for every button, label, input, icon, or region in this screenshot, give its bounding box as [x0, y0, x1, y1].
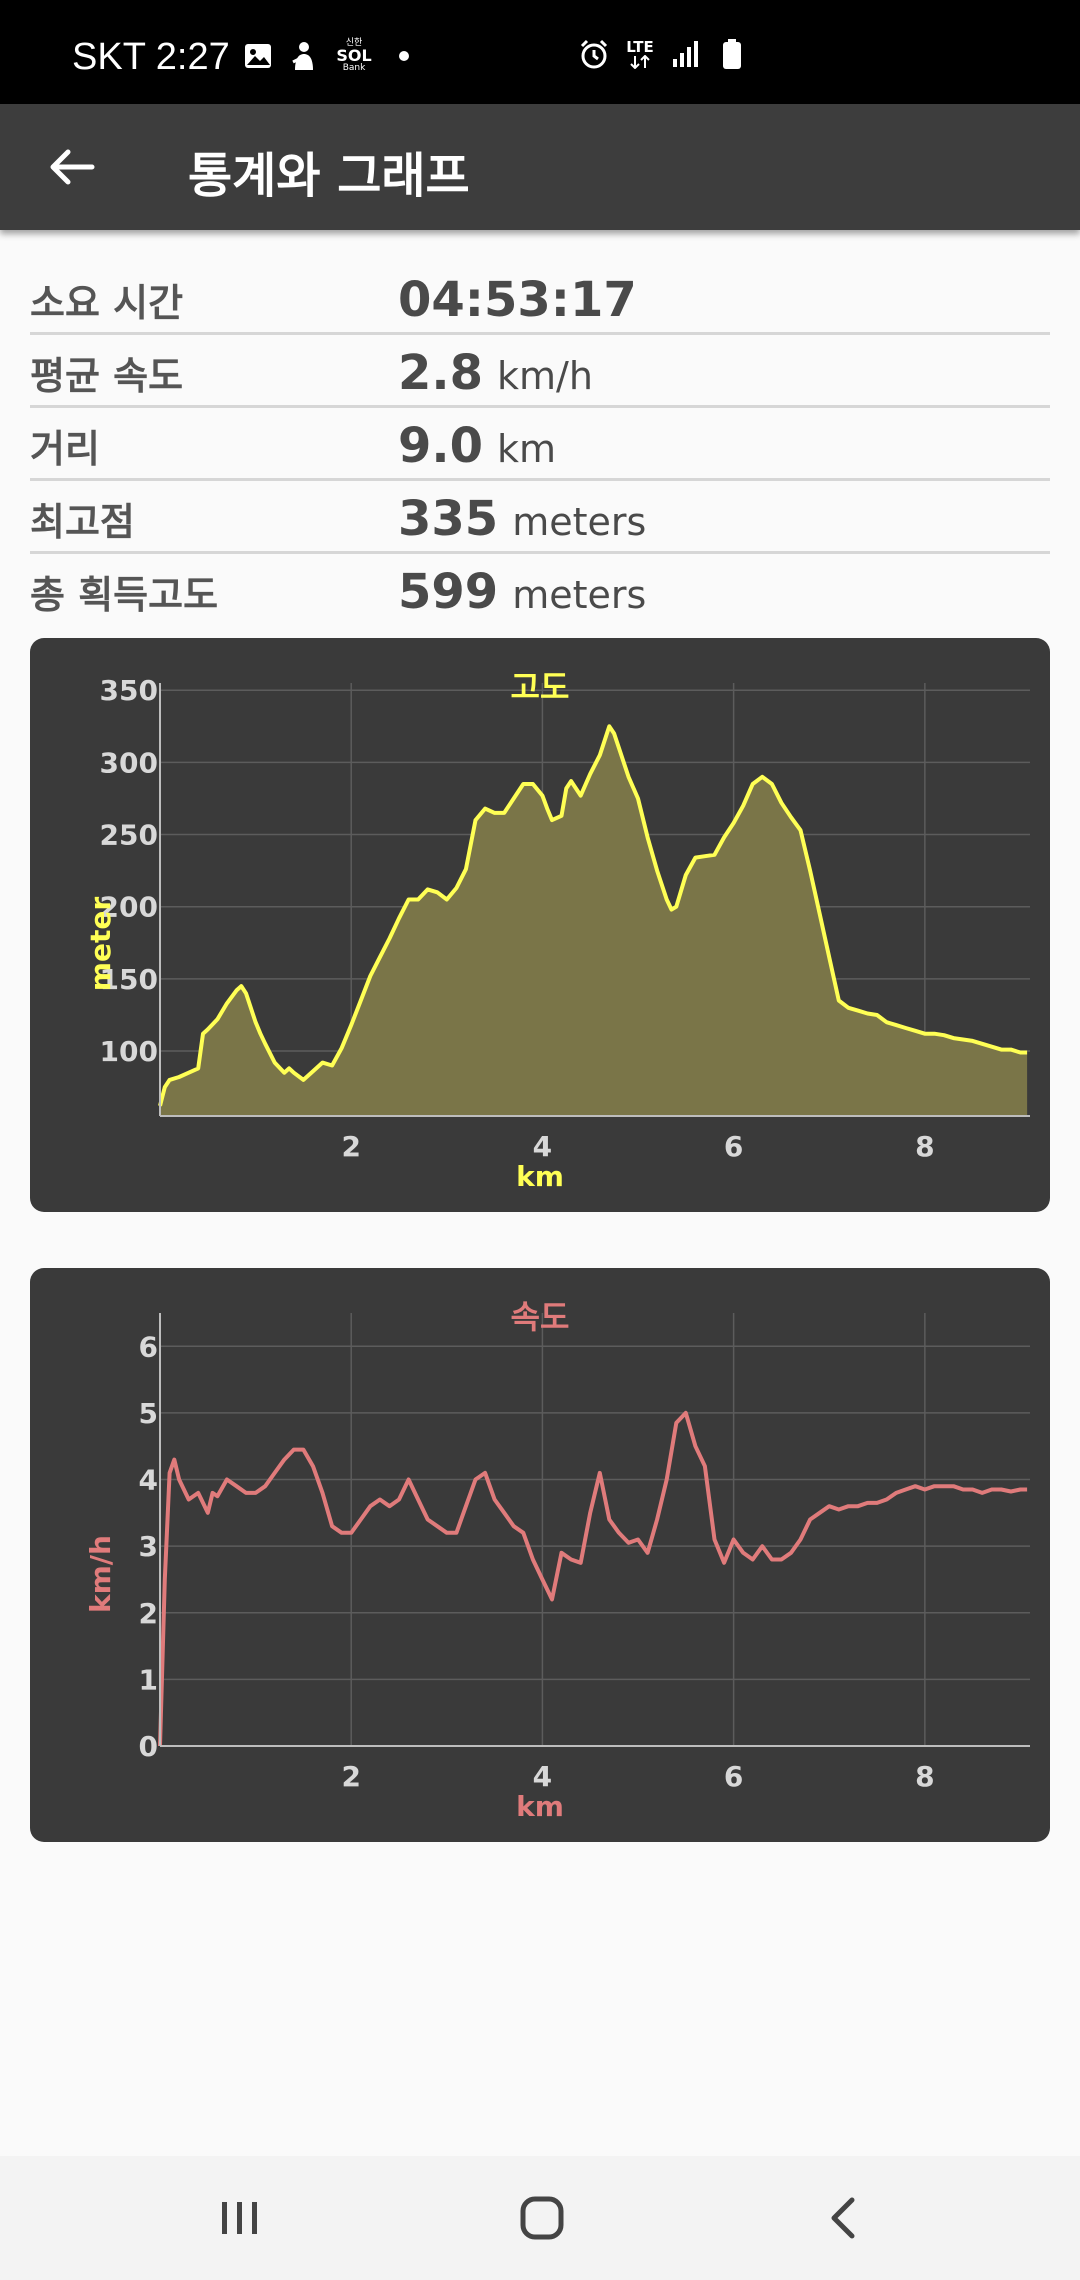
- page-title: 통계와 그래프: [188, 148, 470, 204]
- stat-value: 335 meters: [398, 491, 647, 547]
- chevron-left-icon: [831, 2197, 855, 2239]
- sol-bank-icon: 신한 SOL Bank: [336, 38, 372, 73]
- speed-chart-title: 속도: [510, 1298, 570, 1336]
- y-tick-label: 2: [139, 1597, 158, 1630]
- person-icon: [288, 40, 320, 72]
- gallery-icon: [242, 40, 274, 72]
- series-area: [160, 726, 1028, 1116]
- y-tick-label: 100: [100, 1035, 158, 1068]
- lte-icon: LTE: [624, 38, 656, 70]
- y-tick-label: 0: [139, 1730, 158, 1763]
- recent-apps-icon: [222, 2202, 257, 2234]
- stats-table: 소요 시간 04:53:17 평균 속도 2.8 km/h 거리 9.0 km 최고…: [30, 262, 1050, 624]
- status-bar: SKT 2:27 신한 SOL Bank LTE: [0, 0, 1080, 104]
- app-bar: 통계와 그래프: [0, 104, 1080, 230]
- alarm-icon: [578, 38, 610, 70]
- signal-icon: [670, 38, 702, 70]
- back-button[interactable]: [36, 134, 108, 200]
- back-nav-button[interactable]: [804, 2186, 884, 2250]
- stat-label: 총 획득고도: [30, 573, 219, 617]
- empty-area: [0, 1890, 1080, 2156]
- elevation-chart-xlabel: km: [516, 1160, 564, 1193]
- y-tick-label: 5: [139, 1397, 158, 1430]
- x-tick-label: 4: [533, 1130, 552, 1163]
- battery-icon: [716, 38, 748, 70]
- stat-label: 소요 시간: [30, 281, 184, 325]
- x-tick-label: 8: [915, 1760, 934, 1793]
- status-icons-left: 신한 SOL Bank: [242, 38, 420, 73]
- status-icons-right: LTE: [578, 38, 748, 70]
- dot-icon: [388, 40, 420, 72]
- stat-unit: meters: [512, 573, 647, 617]
- x-tick-label: 8: [915, 1130, 934, 1163]
- stat-value: 04:53:17: [398, 272, 637, 328]
- status-time: SKT 2:27: [72, 36, 230, 78]
- stat-value: 9.0 km: [398, 418, 557, 474]
- x-tick-label: 6: [724, 1760, 743, 1793]
- stat-label: 평균 속도: [30, 354, 184, 398]
- y-tick-label: 1: [139, 1663, 158, 1696]
- stat-row-total-ascent: 총 획득고도 599 meters: [30, 554, 1050, 624]
- elevation-chart[interactable]: 2 4 6 8 100 150 200 250 300 350 고도 km meter: [30, 638, 1050, 1212]
- stat-row-avg-speed: 평균 속도 2.8 km/h: [30, 335, 1050, 408]
- home-button[interactable]: [502, 2186, 582, 2250]
- navigation-bar: [0, 2156, 1080, 2280]
- y-tick-label: 4: [139, 1464, 158, 1497]
- speed-chart-ylabel: km/h: [84, 1535, 117, 1613]
- stat-row-duration: 소요 시간 04:53:17: [30, 262, 1050, 335]
- arrow-left-icon: [50, 149, 95, 185]
- series-line: [158, 724, 1028, 1107]
- elevation-chart-title: 고도: [510, 668, 570, 706]
- y-tick-label: 150: [100, 963, 158, 996]
- stat-label: 거리: [30, 427, 100, 471]
- stat-unit: km/h: [497, 354, 593, 398]
- y-tick-label: 200: [100, 891, 158, 924]
- home-icon: [520, 2196, 564, 2240]
- x-tick-label: 2: [341, 1130, 360, 1163]
- stat-value: 2.8 km/h: [398, 345, 593, 401]
- stat-label: 최고점: [30, 500, 135, 544]
- series-line: [158, 1410, 1028, 1747]
- speed-chart-xlabel: km: [516, 1790, 564, 1823]
- elevation-chart-ylabel: meter: [84, 896, 117, 992]
- stat-row-distance: 거리 9.0 km: [30, 408, 1050, 481]
- stat-row-max-elevation: 최고점 335 meters: [30, 481, 1050, 554]
- recent-apps-button[interactable]: [200, 2186, 280, 2250]
- elevation-chart-svg: 2 4 6 8 100 150 200 250 300 350: [100, 674, 1030, 1163]
- y-tick-label: 250: [100, 819, 158, 852]
- x-tick-label: 2: [341, 1760, 360, 1793]
- stat-unit: meters: [512, 500, 647, 544]
- speed-chart-svg: 2 4 6 8 0 1 2 3 4 5 6: [139, 1313, 1030, 1793]
- x-tick-label: 6: [724, 1130, 743, 1163]
- speed-chart[interactable]: 2 4 6 8 0 1 2 3 4 5 6 속도 km km/h: [30, 1268, 1050, 1842]
- x-tick-label: 4: [533, 1760, 552, 1793]
- y-tick-label: 350: [100, 674, 158, 707]
- stat-unit: km: [497, 427, 557, 471]
- y-tick-label: 6: [139, 1330, 158, 1363]
- stat-value: 599 meters: [398, 564, 647, 620]
- y-tick-label: 300: [100, 746, 158, 779]
- y-tick-label: 3: [139, 1530, 158, 1563]
